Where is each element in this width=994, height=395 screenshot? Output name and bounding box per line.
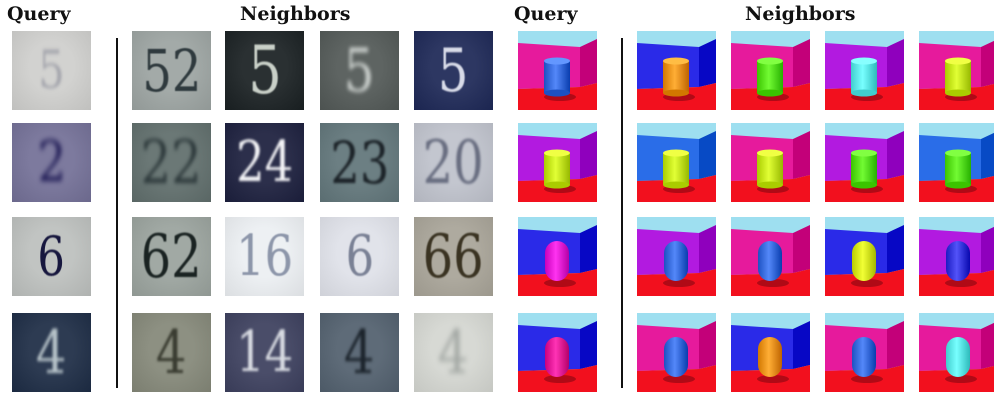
shapes-neighbor-image bbox=[825, 123, 904, 202]
right-neighbors-header: Neighbors bbox=[745, 3, 856, 25]
digit-label: 6 bbox=[345, 223, 374, 289]
shapes-query-image bbox=[518, 313, 597, 392]
svhn-neighbor-image: 14 bbox=[225, 313, 304, 392]
svhn-neighbor-image: 24 bbox=[225, 123, 304, 202]
svhn-neighbor-image: 52 bbox=[132, 31, 211, 110]
digit-label: 5 bbox=[38, 40, 65, 101]
digit-label: 6 bbox=[37, 224, 66, 288]
digit-label: 5 bbox=[344, 35, 375, 106]
svhn-query-image: 5 bbox=[12, 31, 91, 110]
shapes-neighbor-image bbox=[637, 31, 716, 110]
svhn-query-image: 6 bbox=[12, 217, 91, 296]
digit-label: 4 bbox=[156, 317, 187, 388]
shapes-neighbor-image bbox=[731, 123, 810, 202]
svhn-neighbor-image: 16 bbox=[225, 217, 304, 296]
shapes-neighbor-image bbox=[731, 31, 810, 110]
svhn-neighbor-image: 20 bbox=[414, 123, 493, 202]
left-neighbors-header: Neighbors bbox=[240, 3, 351, 25]
svhn-neighbor-image: 4 bbox=[320, 313, 399, 392]
digit-label: 4 bbox=[344, 317, 375, 388]
shapes-neighbor-image bbox=[637, 217, 716, 296]
svhn-neighbor-image: 5 bbox=[414, 31, 493, 110]
shapes-neighbor-image bbox=[919, 31, 994, 110]
digit-label: 23 bbox=[329, 128, 390, 197]
svhn-neighbor-image: 66 bbox=[414, 217, 493, 296]
svhn-neighbor-image: 4 bbox=[414, 313, 493, 392]
left-query-header: Query bbox=[7, 3, 71, 25]
left-divider-line bbox=[116, 38, 118, 388]
svhn-neighbor-image: 6 bbox=[320, 217, 399, 296]
shapes-neighbor-image bbox=[637, 313, 716, 392]
shapes-neighbor-image bbox=[825, 31, 904, 110]
shapes-neighbor-image bbox=[825, 217, 904, 296]
shapes-query-image bbox=[518, 217, 597, 296]
digit-label: 4 bbox=[36, 317, 67, 388]
svhn-query-image: 4 bbox=[12, 313, 91, 392]
svhn-query-image: 2 bbox=[12, 123, 91, 202]
shapes-neighbor-image bbox=[731, 313, 810, 392]
digit-label: 20 bbox=[422, 127, 485, 198]
shapes-query-image bbox=[518, 123, 597, 202]
digit-label: 16 bbox=[235, 223, 293, 289]
digit-label: 52 bbox=[141, 36, 202, 105]
shapes-neighbor-image bbox=[731, 217, 810, 296]
digit-label: 66 bbox=[422, 221, 485, 292]
shapes-neighbor-image bbox=[919, 217, 994, 296]
digit-label: 5 bbox=[438, 35, 469, 106]
svhn-neighbor-image: 5 bbox=[320, 31, 399, 110]
shapes-neighbor-image bbox=[825, 313, 904, 392]
digit-label: 5 bbox=[247, 31, 282, 109]
digit-label: 62 bbox=[140, 221, 203, 292]
digit-label: 14 bbox=[235, 319, 293, 385]
svhn-neighbor-image: 22 bbox=[132, 123, 211, 202]
svhn-neighbor-image: 5 bbox=[225, 31, 304, 110]
digit-label: 22 bbox=[140, 127, 203, 198]
svhn-neighbor-image: 23 bbox=[320, 123, 399, 202]
right-query-header: Query bbox=[514, 3, 578, 25]
digit-label: 24 bbox=[235, 129, 293, 195]
digit-label: 4 bbox=[438, 317, 469, 388]
shapes-neighbor-image bbox=[919, 313, 994, 392]
svhn-neighbor-image: 4 bbox=[132, 313, 211, 392]
digit-label: 2 bbox=[37, 129, 66, 195]
shapes-neighbor-image bbox=[637, 123, 716, 202]
svhn-neighbor-image: 62 bbox=[132, 217, 211, 296]
right-divider-line bbox=[621, 38, 623, 388]
shapes-neighbor-image bbox=[919, 123, 994, 202]
shapes-query-image bbox=[518, 31, 597, 110]
